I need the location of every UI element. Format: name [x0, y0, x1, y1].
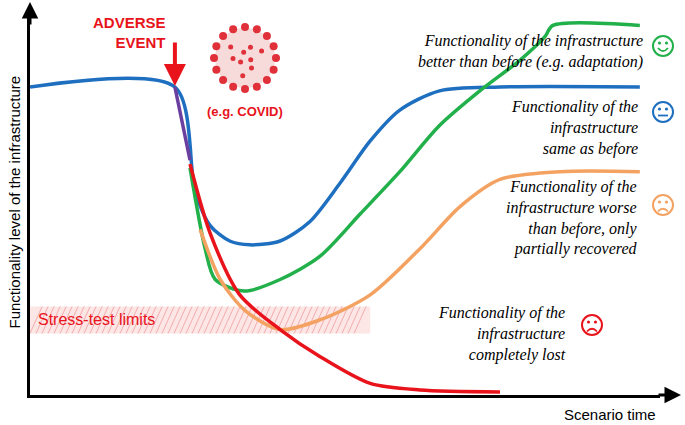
- svg-text:Functionality of the infrastru: Functionality of the infrastructurebette…: [418, 32, 643, 71]
- svg-text:(e.g. COVID): (e.g. COVID): [207, 104, 283, 119]
- svg-text:ADVERSEEVENT: ADVERSEEVENT: [93, 14, 166, 51]
- svg-text:Functionality level of the inf: Functionality level of the infrastructur…: [6, 76, 23, 329]
- svg-text:Functionality of theinfrastruc: Functionality of theinfrastructure worse…: [506, 178, 638, 258]
- svg-text:Functionality of theinfrastruc: Functionality of theinfrastructuresame a…: [511, 98, 638, 158]
- svg-text:Functionality of theinfrastruc: Functionality of theinfrastructurecomple…: [438, 304, 566, 364]
- svg-text:Stress-test limits: Stress-test limits: [38, 311, 155, 328]
- svg-text:Scenario time: Scenario time: [564, 406, 656, 423]
